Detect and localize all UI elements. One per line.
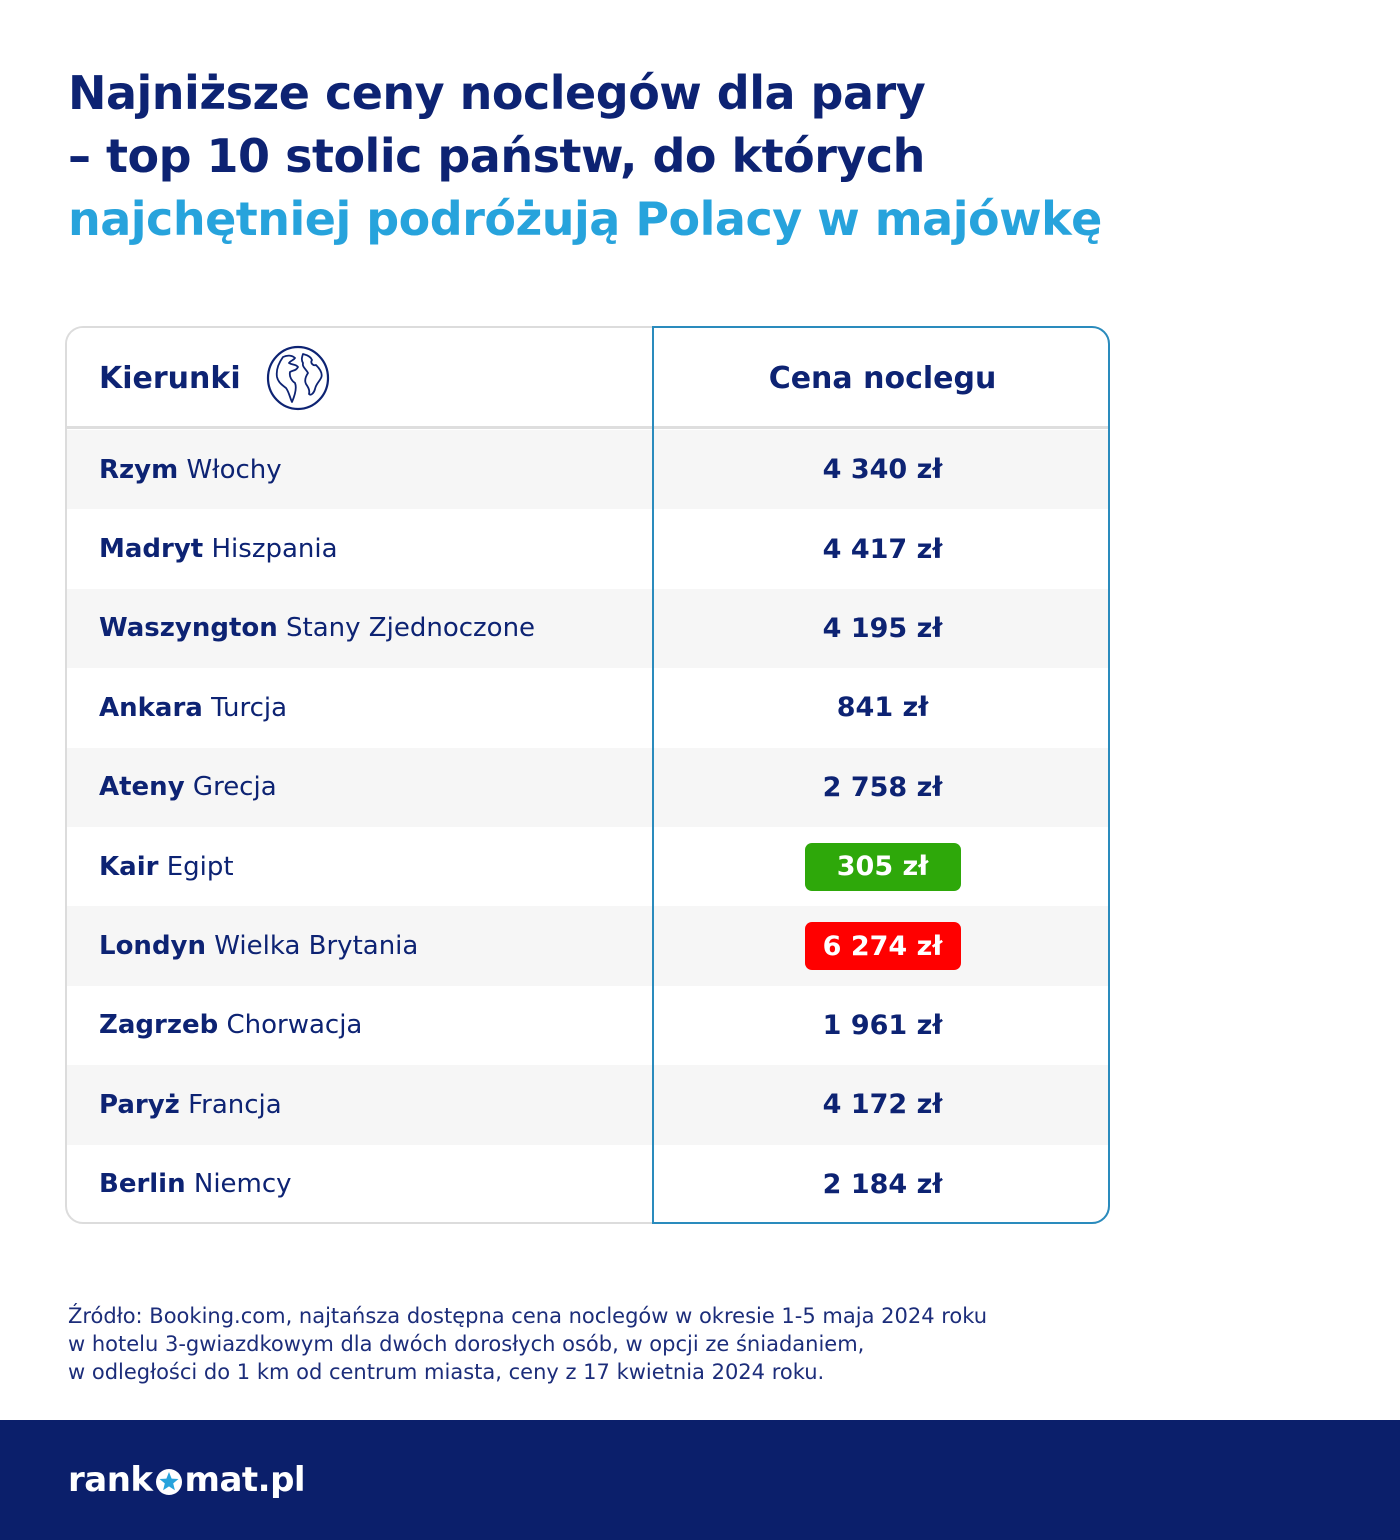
- price-cell: 4 195 zł: [655, 609, 1108, 648]
- city-name: Waszyngton: [99, 613, 278, 644]
- city-name: Zagrzeb: [99, 1010, 219, 1041]
- source-note: Źródło: Booking.com, najtańsza dostępna …: [68, 1302, 987, 1386]
- table-header: Kierunki Cena noclegu: [67, 328, 1108, 429]
- city-name: Madryt: [99, 534, 204, 565]
- price-cell: 305 zł: [655, 842, 1108, 891]
- city-name: Londyn: [99, 931, 207, 962]
- price-cell: 1 961 zł: [655, 1006, 1108, 1045]
- price-value: 4 172 zł: [822, 1089, 943, 1121]
- country-name: Grecja: [192, 772, 277, 803]
- price-cell: 4 417 zł: [655, 530, 1108, 569]
- city-name: Paryż: [99, 1089, 180, 1120]
- country-name: Stany Zjednoczone: [286, 613, 536, 644]
- country-name: Chorwacja: [226, 1010, 363, 1041]
- lowest-price-badge: 305 zł: [804, 842, 961, 891]
- city-name: Kair: [99, 851, 159, 882]
- city-name: Rzym: [99, 454, 179, 485]
- price-value: 4 417 zł: [822, 533, 943, 565]
- globe-icon: [265, 345, 331, 411]
- table-row: Madryt Hiszpania 4 417 zł: [67, 509, 1108, 588]
- table-row: Rzym Włochy 4 340 zł: [67, 430, 1108, 510]
- country-name: Hiszpania: [211, 534, 338, 565]
- title-line-2: – top 10 stolic państw, do których: [68, 129, 925, 183]
- brand-logo: rank mat.pl: [68, 1460, 306, 1500]
- source-line-3: w odległości do 1 km od centrum miasta, …: [68, 1360, 825, 1384]
- table-row: Paryż Francja 4 172 zł: [67, 1065, 1108, 1145]
- destination-cell: Londyn Wielka Brytania: [99, 931, 418, 961]
- highest-price-badge: 6 274 zł: [804, 922, 961, 971]
- footer-bar: rank mat.pl: [0, 1420, 1400, 1540]
- destination-cell: Waszyngton Stany Zjednoczone: [99, 613, 535, 643]
- table-row: Kair Egipt 305 zł: [67, 827, 1108, 906]
- country-name: Włochy: [186, 454, 282, 485]
- price-value: 4 195 zł: [822, 612, 943, 644]
- country-name: Wielka Brytania: [214, 931, 419, 962]
- table-body: Kierunki Cena noclegu Rzym Włochy 4 340 …: [65, 326, 1110, 1224]
- price-cell: 2 758 zł: [655, 768, 1108, 807]
- title-line-1: Najniższe ceny noclegów dla pary: [68, 66, 926, 120]
- table-row: Ankara Turcja 841 zł: [67, 668, 1108, 747]
- price-cell: 4 340 zł: [655, 450, 1108, 489]
- star-icon: [154, 1465, 184, 1495]
- price-cell: 841 zł: [655, 688, 1108, 727]
- logo-text-right: mat.pl: [184, 1460, 306, 1500]
- table-row: Waszyngton Stany Zjednoczone 4 195 zł: [67, 588, 1108, 669]
- price-table: Kierunki Cena noclegu Rzym Włochy 4 340 …: [65, 326, 1110, 1224]
- destination-cell: Madryt Hiszpania: [99, 534, 338, 564]
- source-line-1: Źródło: Booking.com, najtańsza dostępna …: [68, 1304, 988, 1328]
- destination-cell: Kair Egipt: [99, 852, 234, 882]
- destination-cell: Rzym Włochy: [99, 455, 282, 485]
- destination-cell: Zagrzeb Chorwacja: [99, 1010, 362, 1040]
- price-value: 2 184 zł: [822, 1168, 943, 1200]
- destination-cell: Berlin Niemcy: [99, 1169, 292, 1199]
- source-line-2: w hotelu 3-gwiazdkowym dla dwóch dorosły…: [68, 1332, 865, 1356]
- logo-text-left: rank: [68, 1460, 153, 1500]
- price-cell: 4 172 zł: [655, 1085, 1108, 1124]
- table-row: Londyn Wielka Brytania 6 274 zł: [67, 906, 1108, 986]
- city-name: Berlin: [99, 1169, 186, 1200]
- title-line-3: najchętniej podróżują Polacy w majówkę: [68, 192, 1102, 246]
- destination-cell: Ateny Grecja: [99, 772, 277, 802]
- header-destinations-label: Kierunki: [99, 360, 241, 396]
- price-value: 1 961 zł: [822, 1009, 943, 1041]
- price-value: 2 758 zł: [822, 771, 943, 803]
- table-row: Zagrzeb Chorwacja 1 961 zł: [67, 986, 1108, 1065]
- city-name: Ankara: [99, 692, 203, 723]
- header-price: Cena noclegu: [768, 360, 997, 396]
- price-value: 4 340 zł: [822, 454, 943, 486]
- country-name: Turcja: [211, 692, 288, 723]
- table-row: Berlin Niemcy 2 184 zł: [67, 1145, 1108, 1222]
- country-name: Egipt: [166, 851, 234, 882]
- price-cell: 6 274 zł: [655, 922, 1108, 971]
- page-title: Najniższe ceny noclegów dla pary – top 1…: [68, 62, 1318, 251]
- country-name: Francja: [188, 1089, 282, 1120]
- price-value: 841 zł: [836, 692, 929, 724]
- country-name: Niemcy: [193, 1169, 292, 1200]
- table-rows: Rzym Włochy 4 340 zł Madryt Hiszpania 4 …: [67, 430, 1108, 1222]
- destination-cell: Paryż Francja: [99, 1090, 282, 1120]
- header-destinations: Kierunki: [99, 328, 331, 428]
- destination-cell: Ankara Turcja: [99, 693, 287, 723]
- table-row: Ateny Grecja 2 758 zł: [67, 747, 1108, 827]
- price-cell: 2 184 zł: [655, 1165, 1108, 1204]
- city-name: Ateny: [99, 772, 185, 803]
